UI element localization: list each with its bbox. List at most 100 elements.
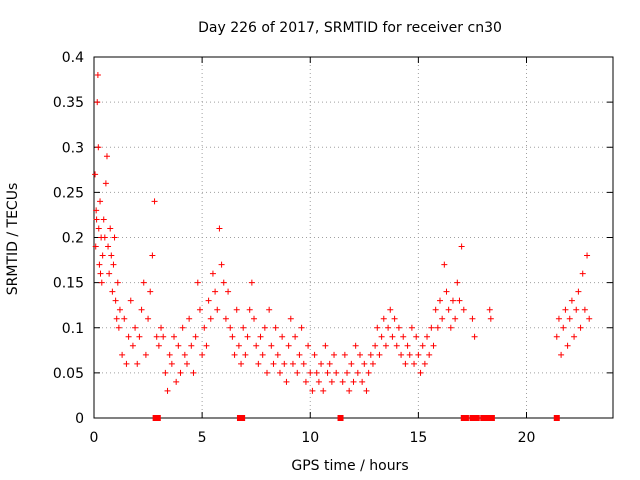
data-point (473, 415, 480, 421)
data-point (300, 360, 307, 367)
data-point (318, 360, 325, 367)
data-point (400, 333, 407, 340)
data-point (94, 72, 101, 79)
data-point (225, 288, 232, 295)
data-point (238, 360, 245, 367)
data-point (121, 315, 128, 322)
data-point (134, 360, 141, 367)
data-point (168, 360, 175, 367)
data-point (404, 342, 411, 349)
data-point (132, 324, 139, 331)
data-point (192, 333, 199, 340)
data-point (331, 351, 338, 358)
data-point (445, 306, 452, 313)
data-point (432, 306, 439, 313)
data-point (415, 351, 422, 358)
data-points (92, 72, 593, 421)
y-tick-label: 0.15 (53, 276, 84, 292)
data-point (183, 360, 190, 367)
data-point (149, 252, 156, 259)
data-point (337, 415, 344, 421)
data-point (462, 415, 469, 421)
data-point (558, 351, 565, 358)
data-point (92, 171, 99, 178)
data-point (346, 387, 353, 394)
data-point (350, 378, 357, 385)
data-point (486, 306, 493, 313)
data-point (586, 315, 593, 322)
data-point (160, 333, 167, 340)
data-point (209, 270, 216, 277)
data-point (382, 342, 389, 349)
data-point (361, 360, 368, 367)
data-point (391, 315, 398, 322)
data-point (207, 315, 214, 322)
y-axis-label: SRMTID / TECUs (5, 183, 21, 296)
data-point (114, 279, 121, 286)
data-point (127, 297, 134, 304)
data-point (458, 243, 465, 250)
data-point (96, 261, 103, 268)
data-point (315, 378, 322, 385)
data-point (441, 261, 448, 268)
data-point (97, 198, 104, 205)
y-tick-label: 0.1 (62, 321, 84, 337)
data-point (285, 342, 292, 349)
data-point (296, 351, 303, 358)
data-point (95, 225, 102, 232)
data-point (469, 315, 476, 322)
data-point (216, 225, 223, 232)
data-point (272, 324, 279, 331)
data-point (110, 261, 117, 268)
data-point (359, 378, 366, 385)
y-tick-label: 0.2 (62, 231, 84, 247)
data-point (566, 315, 573, 322)
data-point (568, 297, 575, 304)
y-tick-label: 0.35 (53, 95, 84, 111)
data-point (212, 288, 219, 295)
data-point (129, 342, 136, 349)
data-point (575, 288, 582, 295)
data-point (162, 369, 169, 376)
data-point (560, 324, 567, 331)
data-point (320, 387, 327, 394)
data-point (175, 342, 182, 349)
data-point (242, 351, 249, 358)
data-point (398, 351, 405, 358)
data-point (408, 324, 415, 331)
data-point (322, 342, 329, 349)
y-tick-label: 0.05 (53, 366, 84, 382)
data-point (98, 279, 105, 286)
data-point (581, 306, 588, 313)
data-point (443, 288, 450, 295)
data-point (140, 279, 147, 286)
data-point (307, 369, 314, 376)
data-point (199, 351, 206, 358)
data-point (116, 306, 123, 313)
data-point (439, 315, 446, 322)
data-point (434, 324, 441, 331)
data-point (233, 306, 240, 313)
data-point (584, 252, 591, 259)
data-point (205, 297, 212, 304)
data-point (577, 324, 584, 331)
data-point (111, 234, 118, 241)
data-point (154, 415, 161, 421)
chart-title: Day 226 of 2017, SRMTID for receiver cn3… (198, 20, 502, 36)
data-point (393, 342, 400, 349)
data-point (227, 324, 234, 331)
data-point (113, 315, 120, 322)
x-tick-label: 0 (90, 430, 99, 446)
data-point (313, 369, 320, 376)
data-point (421, 360, 428, 367)
data-point (142, 351, 149, 358)
data-point (564, 342, 571, 349)
data-point (411, 360, 418, 367)
data-point (413, 333, 420, 340)
data-point (553, 333, 560, 340)
data-point (333, 369, 340, 376)
data-point (259, 351, 266, 358)
data-point (376, 351, 383, 358)
data-point (158, 324, 165, 331)
data-point (145, 315, 152, 322)
